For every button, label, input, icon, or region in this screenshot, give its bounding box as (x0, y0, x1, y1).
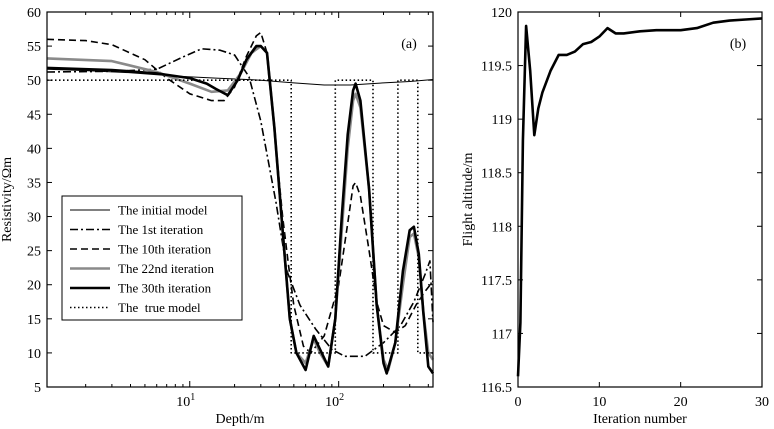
series-line-1 (46, 68, 434, 86)
y-tick-label: 10 (27, 347, 41, 362)
legend-entry: The 1st iteration (118, 222, 204, 237)
altitude-series-group (516, 17, 763, 377)
y-tick-label: 119.5 (481, 60, 512, 75)
x-tick-label: 0 (515, 395, 522, 410)
y-tick-label: 119 (492, 113, 512, 128)
depth-axis-label: Depth/m (216, 412, 265, 427)
x-tick-label: 30 (755, 395, 769, 410)
y-tick-label: 15 (27, 313, 41, 328)
x-tick-label: 10 (592, 395, 606, 410)
y-tick-label: 20 (27, 279, 41, 294)
legend-box (61, 195, 243, 321)
x-tick-label: 101 (176, 392, 195, 410)
y-tick-label: 50 (27, 74, 41, 89)
y-tick-label: 55 (27, 40, 41, 55)
x-tick-exponent: 1 (190, 392, 195, 403)
y-tick-label: 30 (27, 211, 41, 226)
legend-entry: The initial model (118, 203, 208, 218)
y-tick-label: 45 (27, 108, 41, 123)
y-tick-label: 25 (27, 245, 41, 260)
legend-entry: The true model (118, 300, 201, 315)
panel-a-label: (a) (401, 37, 417, 52)
legend-entry: The 10th iteration (118, 242, 212, 257)
resistivity-axis-label: Resistivity/Ωm (0, 157, 15, 242)
resistivity-series-group (46, 31, 435, 375)
x-tick-exponent: 2 (339, 392, 344, 403)
altitude-ticks: 116.5 117 117.5 118 118.5 119 119.5 120 0 10 20 30 (481, 6, 769, 410)
y-tick-label: 118 (492, 220, 512, 235)
y-tick-label: 35 (27, 176, 41, 191)
series-line-3 (46, 31, 434, 354)
x-tick-base: 10 (176, 395, 190, 410)
y-tick-label: 5 (34, 381, 41, 396)
series-line-5 (46, 44, 435, 375)
legend-entry: The 30th iteration (118, 281, 212, 296)
y-tick-label: 60 (27, 6, 41, 21)
altitude-plot-frame (517, 11, 763, 388)
panel-b-label: (b) (730, 37, 747, 52)
altitude-axis-label: Flight altitude/m (461, 153, 476, 247)
series-line-1 (516, 17, 763, 377)
y-tick-label: 116.5 (481, 381, 512, 396)
legend-entry: The 22nd iteration (118, 261, 215, 276)
y-tick-label: 40 (27, 142, 41, 157)
iteration-axis-label: Iteration number (593, 412, 687, 427)
y-tick-label: 117 (492, 327, 512, 342)
x-tick-label: 102 (325, 392, 344, 410)
x-tick-base: 10 (325, 395, 339, 410)
y-tick-label: 118.5 (481, 167, 512, 182)
series-line-2 (46, 48, 434, 358)
resistivity-legend: The initial model The 1st iteration The 10… (61, 195, 243, 321)
y-tick-label: 117.5 (481, 274, 512, 289)
x-tick-label: 20 (674, 395, 688, 410)
y-tick-label: 120 (491, 6, 512, 21)
resistivity-plot-frame (46, 11, 434, 388)
